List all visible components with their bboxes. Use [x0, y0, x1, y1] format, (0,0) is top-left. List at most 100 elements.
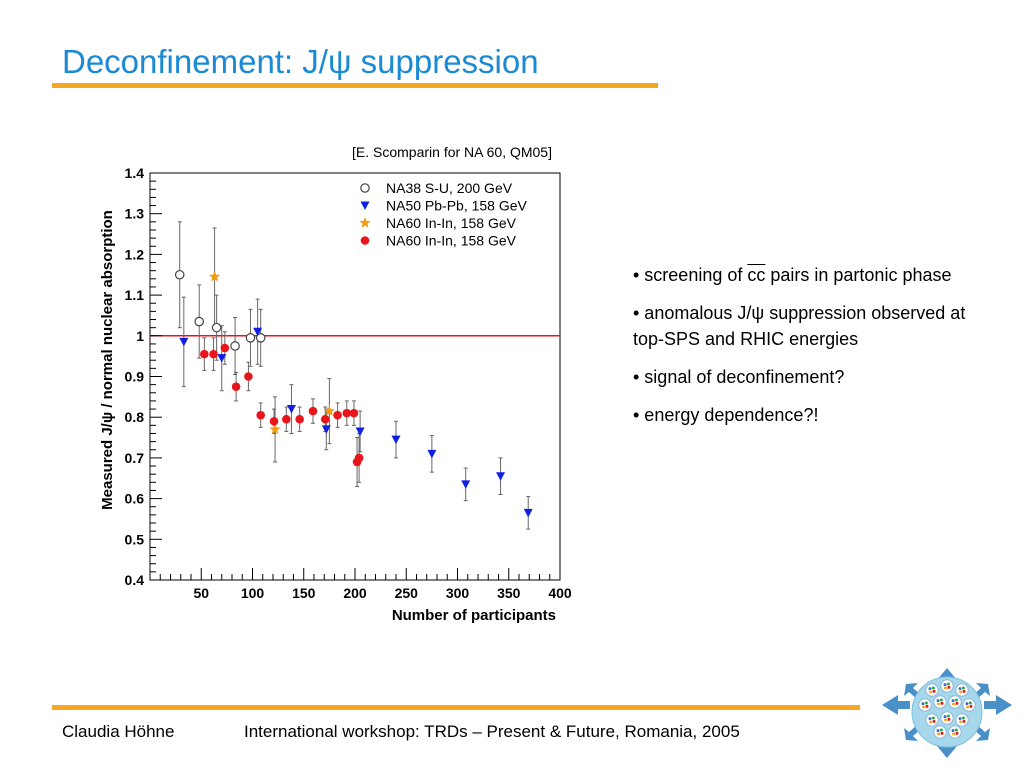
na60-star-point: [269, 423, 281, 435]
bullet-text: • energy dependence?!: [633, 405, 819, 425]
x-tick-label: 100: [241, 585, 265, 601]
na60-point: [256, 410, 266, 420]
na50-point: [427, 449, 437, 459]
title-underline: [52, 83, 658, 88]
logo-quark: [932, 689, 936, 693]
logo-quark: [939, 728, 943, 732]
logo-quark: [922, 705, 926, 709]
footer-rule: [52, 705, 860, 710]
bullet-text: • anomalous J/ψ suppression observed at …: [633, 303, 966, 349]
na50-point: [461, 480, 471, 489]
na50-point: [321, 425, 331, 434]
na60-point: [200, 349, 209, 359]
logo-quark: [947, 685, 951, 689]
logo-quark: [952, 732, 956, 736]
logo-quark: [959, 720, 963, 724]
logo-quark: [944, 686, 948, 690]
y-tick-label: 1: [136, 328, 144, 344]
logo-quark: [921, 702, 925, 706]
logo-quark: [961, 716, 965, 720]
logo-nucleon: [925, 713, 939, 727]
logo-quark: [962, 719, 966, 723]
y-tick-label: 0.7: [125, 450, 145, 466]
legend-label: NA50 Pb-Pb, 158 GeV: [386, 198, 528, 214]
x-tick-label: 350: [497, 585, 521, 601]
logo-quark: [959, 690, 963, 694]
na60-point: [333, 410, 342, 420]
y-tick-label: 0.6: [125, 491, 145, 507]
y-tick-label: 0.5: [125, 531, 145, 547]
logo-quark: [946, 682, 950, 686]
logo-quark: [961, 686, 965, 690]
na60-point: [269, 416, 279, 426]
footer-author: Claudia Höhne: [62, 722, 175, 741]
logo-nucleon: [940, 711, 954, 725]
bullet-text: • screening of: [633, 265, 748, 285]
logo-quark: [955, 731, 959, 735]
na38-point: [255, 333, 266, 343]
na60-point: [354, 453, 364, 463]
logo-quark: [966, 705, 970, 709]
na60-point: [244, 372, 253, 381]
logo-quark: [928, 717, 932, 721]
logo-quark: [946, 714, 950, 718]
logo-quark: [965, 702, 969, 706]
legend-label: NA60 In-In, 158 GeV: [386, 215, 517, 231]
logo-quark: [952, 702, 956, 706]
na60-point: [220, 343, 230, 353]
legend-marker: [360, 183, 370, 193]
logo-quark: [951, 699, 955, 703]
logo-quark: [968, 701, 972, 705]
citation: [E. Scomparin for NA 60, QM05]: [352, 144, 552, 160]
na60-point: [209, 349, 218, 359]
y-tick-label: 1.1: [125, 287, 145, 303]
na60-point: [231, 382, 241, 391]
slide-title: Deconfinement: J/ψ suppression: [62, 43, 539, 80]
legend-label: NA38 S-U, 200 GeV: [386, 180, 513, 196]
na50-point: [286, 405, 296, 414]
y-tick-label: 1.3: [125, 206, 145, 222]
x-tick-label: 150: [292, 585, 316, 601]
na50-point: [391, 435, 401, 445]
na60-point: [349, 408, 359, 418]
logo-nucleon: [955, 713, 969, 727]
logo-quark: [937, 702, 941, 706]
logo-quark: [954, 728, 958, 732]
bullet-list: • screening of cc pairs in partonic phas…: [633, 262, 993, 440]
x-tick-label: 250: [395, 585, 419, 601]
na50-point: [179, 337, 189, 347]
bullet-text-tail: pairs in partonic phase: [765, 265, 952, 285]
logo-nucleon: [925, 683, 939, 697]
na60-point: [320, 414, 330, 424]
y-axis-label: Measured J/ψ / normal nuclear absorption: [99, 210, 116, 510]
logo-quark: [936, 699, 940, 703]
na60-point: [295, 414, 304, 424]
bullet-item: • energy dependence?!: [633, 402, 993, 428]
logo-quark: [947, 717, 951, 721]
logo-quark: [951, 729, 955, 733]
na38-point: [211, 322, 222, 333]
logo-quark: [958, 717, 962, 721]
logo-quark: [955, 701, 959, 705]
legend-marker: [360, 201, 370, 210]
logo-nucleon: [933, 725, 947, 739]
na38-point: [194, 316, 204, 327]
logo-quark: [939, 698, 943, 702]
logo-quark: [928, 687, 932, 691]
logo-nucleon: [933, 695, 947, 709]
na38-point: [174, 269, 185, 280]
logo-nucleon: [948, 695, 962, 709]
bullet-item: • screening of cc pairs in partonic phas…: [633, 262, 993, 288]
collaboration-logo-icon: [882, 668, 1012, 758]
logo-quark: [936, 729, 940, 733]
logo-quark: [931, 686, 935, 690]
na50-point: [217, 354, 227, 363]
na60-point: [342, 408, 352, 418]
legend-label: NA60 In-In, 158 GeV: [386, 233, 517, 249]
na50-point: [496, 472, 506, 481]
x-axis-label: Number of participants: [392, 607, 556, 624]
bullet-item: • signal of deconfinement?: [633, 364, 993, 390]
logo-nucleon: [940, 679, 954, 693]
logo-quark: [924, 701, 928, 705]
